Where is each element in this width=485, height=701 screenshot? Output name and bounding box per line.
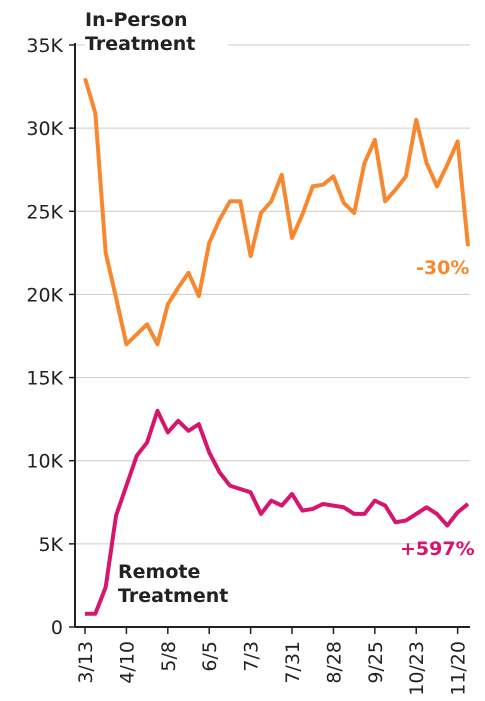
series-label: Remote Treatment (118, 561, 229, 607)
x-tick-label: 9/25 (365, 641, 387, 684)
x-tick-label: 3/13 (75, 641, 97, 684)
change-label: -30% (416, 257, 470, 279)
x-tick-label: 10/23 (406, 641, 428, 696)
x-tick-label: 4/10 (116, 641, 138, 684)
line-series (85, 408, 470, 616)
y-tick-label: 15K (26, 368, 63, 390)
y-tick-label: 25K (26, 201, 63, 223)
y-tick-label: 5K (38, 534, 63, 556)
x-tick-label: 11/20 (448, 641, 470, 696)
x-tick-label: 5/8 (158, 641, 180, 672)
y-tick-label: 35K (26, 35, 63, 57)
y-tick-label: 30K (26, 118, 63, 140)
series-label: In-Person Treatment (85, 8, 228, 56)
x-tick-label: 7/3 (241, 641, 263, 672)
x-tick-label: 6/5 (199, 641, 221, 672)
y-tick-label: 0 (51, 617, 63, 639)
y-tick-label: 10K (26, 451, 63, 473)
x-tick-label: 7/31 (282, 641, 304, 684)
change-label: +597% (400, 538, 475, 560)
line-series (83, 77, 470, 347)
y-tick-label: 20K (26, 284, 63, 306)
x-tick-label: 8/28 (323, 641, 345, 684)
